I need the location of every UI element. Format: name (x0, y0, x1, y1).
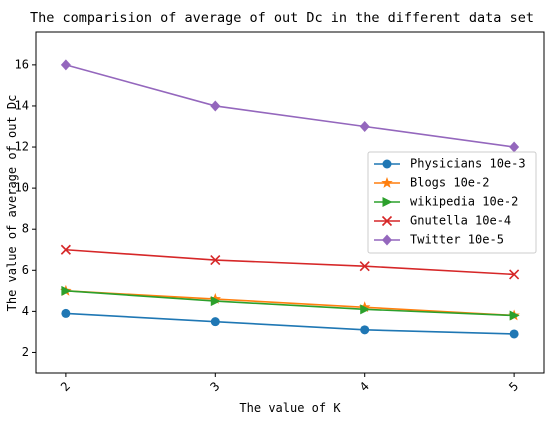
legend-label: Physicians 10e-3 (410, 157, 526, 171)
y-tick-label: 16 (15, 57, 29, 71)
chart-title: The comparision of average of out Dc in … (30, 10, 534, 26)
data-point (61, 308, 71, 318)
series-gnutella (60, 244, 520, 280)
legend-item: Blogs 10e-2 (374, 176, 489, 190)
x-tick-label: 4 (357, 379, 372, 394)
x-tick-label: 3 (207, 379, 222, 394)
x-axis-label: The value of K (239, 401, 341, 415)
legend-marker (381, 215, 393, 227)
series-physicians (61, 308, 519, 339)
legend-label: Gnutella 10e-4 (410, 214, 511, 228)
legend-items: Physicians 10e-3 Blogs 10e-2 wikipedia 10e… (374, 157, 526, 247)
data-point (509, 310, 520, 321)
legend-marker (381, 177, 393, 188)
series-line (65, 290, 515, 317)
data-point (210, 100, 221, 112)
legend-marker (382, 159, 392, 169)
series-line (65, 248, 515, 276)
series-line (65, 64, 515, 148)
data-point (60, 244, 71, 255)
series-layer (60, 59, 520, 339)
data-point (60, 59, 71, 71)
data-point (509, 141, 520, 153)
data-point (359, 120, 370, 132)
y-tick-label: 6 (22, 263, 29, 277)
data-point (509, 329, 519, 339)
legend-item: Twitter 10e-5 (374, 233, 504, 247)
y-tick-label: 14 (15, 98, 29, 112)
y-tick-label: 10 (15, 181, 29, 195)
legend-marker (382, 197, 393, 207)
y-tick-label: 8 (22, 222, 29, 236)
data-point (210, 254, 221, 266)
x-tick-label: 2 (58, 379, 73, 394)
series-twitter (60, 59, 520, 153)
y-tick-label: 2 (22, 345, 29, 359)
legend-frame (367, 151, 537, 254)
legend-label: wikipedia 10e-2 (410, 195, 518, 209)
data-point (210, 296, 221, 307)
data-point (359, 261, 370, 272)
legend-item: Gnutella 10e-4 (374, 214, 511, 228)
y-tick-label: 12 (15, 140, 29, 154)
data-point (210, 317, 220, 327)
x-axis-ticks: 2 3 4 5 (58, 373, 521, 394)
plot-area (35, 31, 545, 374)
y-axis-label: The value of average of out Dc (5, 95, 19, 312)
legend: Physicians 10e-3 Blogs 10e-2 wikipedia 10e… (367, 151, 537, 254)
data-point (360, 325, 370, 335)
legend-label: Blogs 10e-2 (410, 176, 489, 190)
x-tick-label: 5 (506, 379, 521, 394)
data-point (61, 285, 72, 296)
series-blogs (60, 284, 520, 321)
series-wikipedia (61, 285, 520, 321)
y-axis-ticks: 2 4 6 8 10 12 14 16 (15, 57, 36, 359)
legend-item: wikipedia 10e-2 (374, 195, 518, 209)
series-line (65, 290, 515, 317)
series-line (65, 312, 515, 335)
legend-marker (382, 234, 392, 246)
y-tick-label: 4 (22, 304, 29, 318)
plot-frame (35, 31, 545, 374)
data-point (360, 304, 371, 315)
legend-item: Physicians 10e-3 (374, 157, 526, 171)
legend-label: Twitter 10e-5 (410, 233, 504, 247)
data-point (509, 269, 520, 280)
